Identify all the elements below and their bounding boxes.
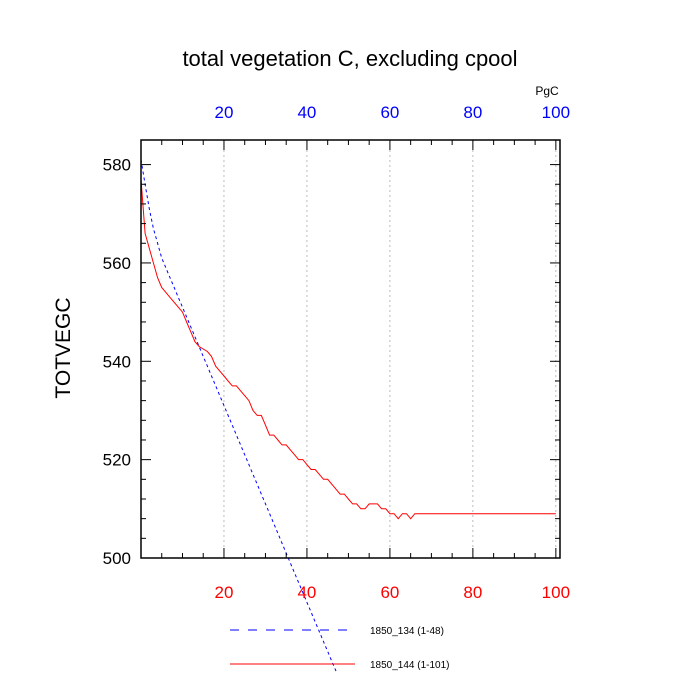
x-bottom-tick-label-100: 100 [542,583,570,602]
legend-label-0: 1850_134 (1-48) [370,626,444,637]
y-tick-label-540: 540 [103,352,131,371]
x-top-tick-label-40: 40 [297,103,316,122]
plot-frame [140,139,561,559]
chart-title: total vegetation C, excluding cpool [182,46,517,71]
series-line-1 [140,179,556,520]
x-top-tick-label-20: 20 [215,103,234,122]
axis-ticks: 500 520 540 560 580 20 40 60 80 100 20 40 60 80 100 [103,103,570,602]
y-tick-label-520: 520 [103,451,131,470]
y-tick-label-500: 500 [103,549,131,568]
x-bottom-tick-label-20: 20 [215,583,234,602]
grid-lines [223,140,557,558]
x-bottom-tick-label-80: 80 [463,583,482,602]
units-label: PgC [535,84,559,98]
y-axis-label: TOTVEGC [52,297,75,398]
series-layer [140,159,556,672]
x-top-tick-label-80: 80 [463,103,482,122]
x-top-tick-label-100: 100 [542,103,570,122]
x-top-tick-label-60: 60 [380,103,399,122]
x-bottom-tick-label-40: 40 [297,583,316,602]
y-tick-label-580: 580 [103,156,131,175]
legend: 1850_134 (1-48) 1850_144 (1-101) [230,626,450,671]
y-tick-label-560: 560 [103,254,131,273]
x-bottom-tick-label-60: 60 [380,583,399,602]
legend-label-1: 1850_144 (1-101) [370,660,450,671]
